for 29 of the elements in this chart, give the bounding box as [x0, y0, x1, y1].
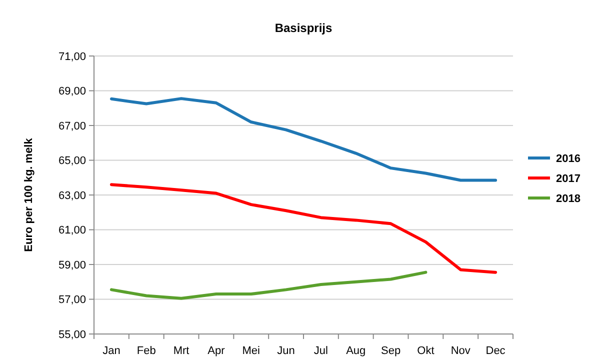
x-tick-label: Jun: [277, 345, 295, 357]
x-tick-label: Dec: [486, 345, 506, 357]
y-axis-title: Euro per 100 kg. melk: [23, 137, 35, 252]
y-tick-label: 57,00: [58, 294, 86, 306]
y-tick-label: 69,00: [58, 86, 86, 98]
line-series: [110, 270, 428, 300]
y-tick-label: 67,00: [58, 120, 86, 132]
x-tick-label: Okt: [417, 345, 434, 357]
y-tick-label: 63,00: [58, 190, 86, 202]
x-tick-label: Nov: [450, 345, 471, 357]
y-tick-label: 61,00: [58, 224, 86, 237]
x-tick-label: Jan: [102, 345, 120, 357]
y-tick-label: 59,00: [58, 259, 86, 272]
chart-title: Basisprijs: [274, 21, 332, 35]
y-tick-label: 71,00: [58, 50, 86, 63]
x-tick-label: Sep: [381, 345, 401, 357]
x-tick-label: Jul: [314, 345, 328, 357]
x-tick-label: Mrt: [173, 345, 190, 357]
x-tick-label: Mei: [242, 345, 260, 357]
line-series: [110, 183, 498, 274]
legend-label: 2018: [556, 192, 580, 205]
legend-label: 2017: [556, 172, 580, 185]
legend-label: 2016: [556, 152, 580, 165]
y-tick-label: 55,00: [58, 328, 86, 341]
x-tick-label: Feb: [136, 345, 156, 357]
y-tick-label: 65,00: [58, 155, 86, 168]
line-series: [110, 97, 498, 182]
x-tick-label: Aug: [346, 345, 366, 357]
x-tick-label: Apr: [208, 345, 226, 357]
